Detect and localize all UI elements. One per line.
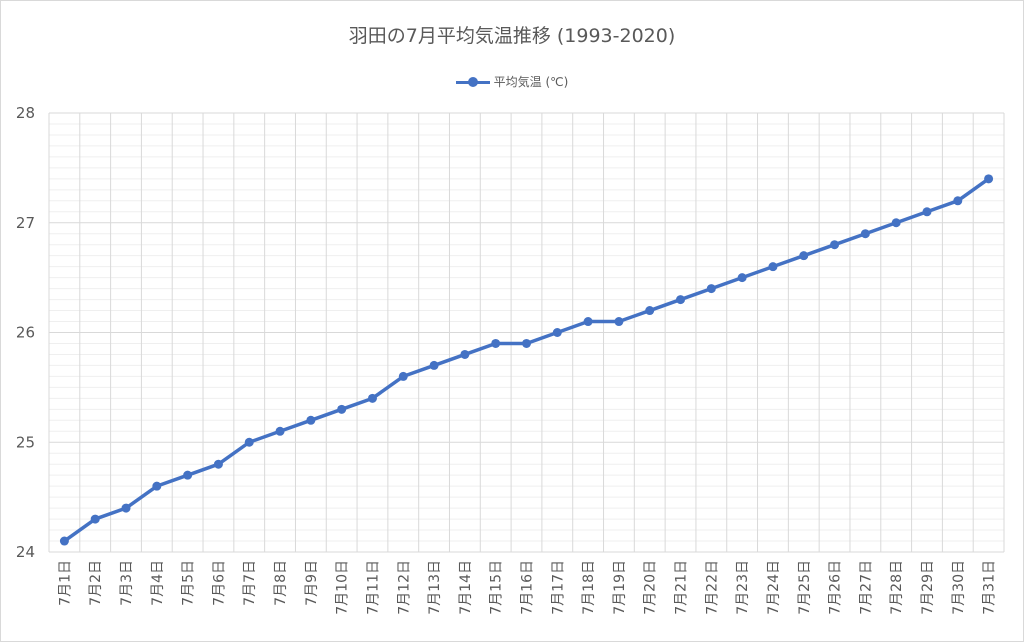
x-tick-label: 7月11日 [365, 560, 381, 615]
x-tick-label: 7月19日 [612, 560, 628, 615]
x-tick-label: 7月15日 [489, 560, 505, 615]
chart-legend: 平均気温 (℃) [1, 73, 1023, 90]
x-tick-label: 7月14日 [458, 560, 474, 615]
x-tick-label: 7月2日 [88, 560, 104, 606]
data-point [275, 426, 285, 436]
data-point [706, 284, 716, 294]
data-point [984, 174, 994, 184]
x-tick-label: 7月29日 [920, 560, 936, 615]
data-point [768, 262, 778, 272]
data-point [614, 317, 624, 327]
x-tick-label: 7月24日 [766, 560, 782, 615]
data-point [367, 393, 377, 403]
data-point [429, 360, 439, 370]
legend-series-label: 平均気温 (℃) [493, 75, 569, 89]
x-tick-label: 7月5日 [181, 560, 197, 606]
x-tick-label: 7月25日 [797, 560, 813, 615]
x-tick-label: 7月17日 [550, 560, 566, 615]
x-tick-label: 7月22日 [704, 560, 720, 615]
x-tick-label: 7月8日 [273, 560, 289, 606]
data-point [953, 196, 963, 206]
data-point [337, 404, 347, 414]
data-point [183, 470, 193, 480]
data-point [213, 459, 223, 469]
x-tick-label: 7月27日 [858, 560, 874, 615]
chart-title: 羽田の7月平均気温推移 (1993-2020) [348, 25, 676, 47]
x-tick-label: 7月28日 [889, 560, 905, 615]
x-tick-label: 7月3日 [119, 560, 135, 606]
data-point [491, 338, 501, 348]
x-tick-label: 7月20日 [643, 560, 659, 615]
data-point [244, 437, 254, 447]
x-tick-label: 7月23日 [735, 560, 751, 615]
x-tick-label: 7月1日 [57, 560, 73, 606]
data-point [676, 295, 686, 305]
y-tick-label: 26 [16, 324, 35, 342]
data-point [306, 415, 316, 425]
x-tick-label: 7月31日 [982, 560, 998, 615]
x-tick-label: 7月16日 [520, 560, 536, 615]
data-point [737, 273, 747, 283]
data-point [522, 338, 531, 348]
y-tick-label: 28 [16, 104, 35, 122]
y-tick-label: 24 [16, 543, 35, 561]
data-point [552, 328, 562, 337]
data-point [460, 349, 470, 359]
x-tick-label: 7月21日 [674, 560, 690, 615]
data-point [59, 536, 69, 546]
data-point [891, 218, 901, 228]
data-point [645, 306, 655, 316]
y-tick-label: 27 [16, 214, 35, 232]
legend-line-marker-icon [455, 76, 490, 87]
x-tick-label: 7月13日 [427, 560, 443, 615]
x-tick-label: 7月6日 [211, 560, 227, 606]
x-tick-label: 7月12日 [396, 560, 412, 615]
x-tick-label: 7月4日 [150, 560, 166, 606]
data-point [121, 503, 131, 513]
x-tick-label: 7月26日 [828, 560, 844, 615]
x-tick-label: 7月10日 [335, 560, 351, 615]
y-tick-label: 25 [16, 433, 35, 451]
x-tick-label: 7月9日 [304, 560, 320, 606]
data-point [152, 481, 162, 491]
data-point [860, 229, 870, 239]
data-point [398, 371, 408, 381]
x-tick-label: 7月18日 [581, 560, 597, 615]
data-point [799, 251, 809, 261]
data-point [583, 317, 593, 327]
data-point [830, 240, 840, 250]
data-point [922, 207, 932, 217]
data-point [90, 514, 100, 524]
x-tick-label: 7月7日 [242, 560, 258, 606]
x-tick-label: 7月30日 [951, 560, 967, 615]
